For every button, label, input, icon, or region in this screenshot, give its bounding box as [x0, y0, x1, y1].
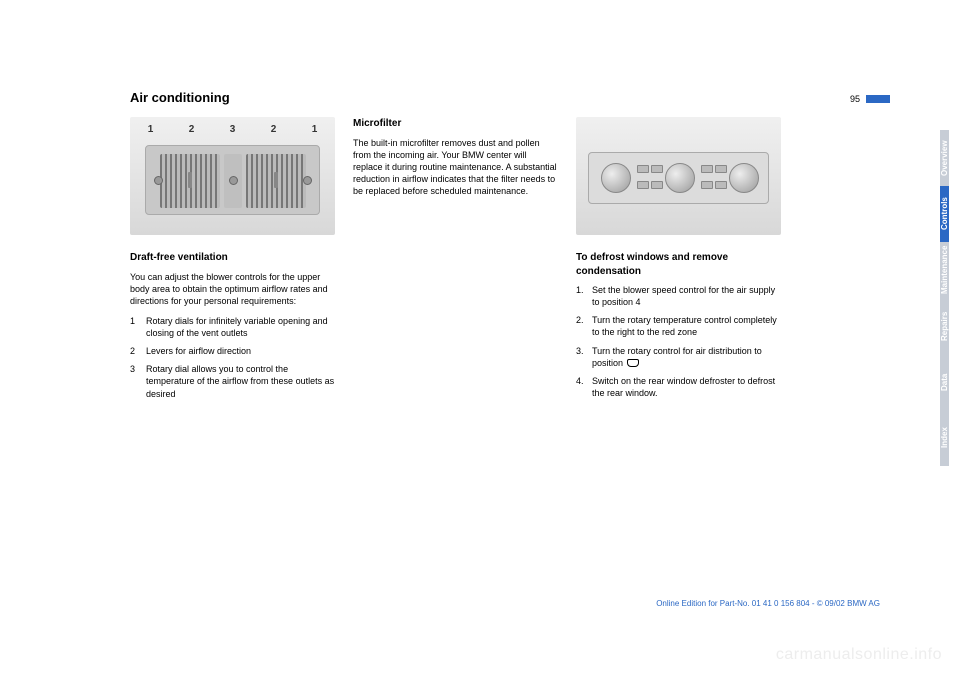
- list-number: 1.: [576, 284, 586, 308]
- microfilter-paragraph: The built-in microfilter removes dust an…: [353, 137, 558, 198]
- columns: 1 2 3 2 1 Draft-free ventilatio: [130, 117, 890, 406]
- subhead-defrost: To defrost windows and remove condensati…: [576, 251, 781, 278]
- vent-frame-icon: [145, 145, 320, 215]
- button-icon: [651, 181, 663, 189]
- tab-data[interactable]: Data: [940, 354, 949, 410]
- panel-face-icon: [588, 152, 769, 204]
- tab-index[interactable]: Index: [940, 410, 949, 466]
- button-icon: [637, 181, 649, 189]
- list-item: 2 Levers for airflow direction: [130, 345, 335, 357]
- list-item: 1. Set the blower speed control for the …: [576, 284, 781, 308]
- list-number: 3: [130, 363, 140, 399]
- page-marker-icon: [866, 95, 890, 103]
- vent-num: 1: [148, 123, 154, 137]
- list-text: Rotary dial allows you to control the te…: [146, 363, 335, 399]
- knob-icon: [665, 163, 695, 193]
- list-text: Switch on the rear window defroster to d…: [592, 375, 781, 399]
- subhead-microfilter: Microfilter: [353, 117, 558, 131]
- vent-num: 2: [271, 123, 277, 137]
- section-title: Air conditioning: [130, 90, 230, 105]
- page-number-wrap: 95: [850, 94, 890, 104]
- dial-icon: [303, 176, 312, 185]
- list-number: 1: [130, 315, 140, 339]
- list-text-inner: Turn the rotary control for air distribu…: [592, 346, 762, 368]
- column-3: To defrost windows and remove condensati…: [576, 117, 781, 406]
- vent-num: 2: [189, 123, 195, 137]
- column-1: 1 2 3 2 1 Draft-free ventilatio: [130, 117, 335, 406]
- watermark: carmanualsonline.info: [776, 646, 942, 664]
- button-icon: [701, 181, 713, 189]
- list-number: 2.: [576, 314, 586, 338]
- list-text: Turn the rotary control for air distribu…: [592, 345, 781, 369]
- knob-icon: [601, 163, 631, 193]
- tab-controls[interactable]: Controls: [940, 186, 949, 242]
- button-icon: [701, 165, 713, 173]
- dial-icon: [229, 176, 238, 185]
- header-row: Air conditioning 95: [130, 90, 890, 105]
- button-icon: [637, 165, 649, 173]
- column-2: Microfilter The built-in microfilter rem…: [353, 117, 558, 406]
- list-number: 4.: [576, 375, 586, 399]
- list-item: 3. Turn the rotary control for air distr…: [576, 345, 781, 369]
- list-text: Set the blower speed control for the air…: [592, 284, 781, 308]
- vent-num: 1: [312, 123, 318, 137]
- tab-overview[interactable]: Overview: [940, 130, 949, 186]
- list-item: 3 Rotary dial allows you to control the …: [130, 363, 335, 399]
- lever-icon: [188, 172, 192, 188]
- list-item: 4. Switch on the rear window defroster t…: [576, 375, 781, 399]
- button-icon: [651, 165, 663, 173]
- intro-paragraph: You can adjust the blower controls for t…: [130, 271, 335, 307]
- vent-num: 3: [230, 123, 236, 137]
- defrost-icon: [627, 359, 639, 367]
- button-icon: [715, 165, 727, 173]
- page-content: Air conditioning 95 1 2 3 2 1: [130, 90, 890, 406]
- subhead-draft-free: Draft-free ventilation: [130, 251, 335, 265]
- tab-repairs[interactable]: Repairs: [940, 298, 949, 354]
- button-icon: [715, 181, 727, 189]
- list-number: 2: [130, 345, 140, 357]
- list-text: Rotary dials for infinitely variable ope…: [146, 315, 335, 339]
- dial-icon: [154, 176, 163, 185]
- list-item: 2. Turn the rotary temperature control c…: [576, 314, 781, 338]
- vent-figure: 1 2 3 2 1: [130, 117, 335, 235]
- list-number: 3.: [576, 345, 586, 369]
- lever-icon: [274, 172, 278, 188]
- list-item: 1 Rotary dials for infinitely variable o…: [130, 315, 335, 339]
- panel-figure: [576, 117, 781, 235]
- footer-edition: Online Edition for Part-No. 01 41 0 156 …: [656, 599, 880, 608]
- side-tabs: Overview Controls Maintenance Repairs Da…: [940, 130, 960, 466]
- page-number: 95: [850, 94, 860, 104]
- list-text: Turn the rotary temperature control comp…: [592, 314, 781, 338]
- tab-maintenance[interactable]: Maintenance: [940, 242, 949, 298]
- vent-numbers: 1 2 3 2 1: [130, 123, 335, 137]
- list-text: Levers for airflow direction: [146, 345, 335, 357]
- knob-icon: [729, 163, 759, 193]
